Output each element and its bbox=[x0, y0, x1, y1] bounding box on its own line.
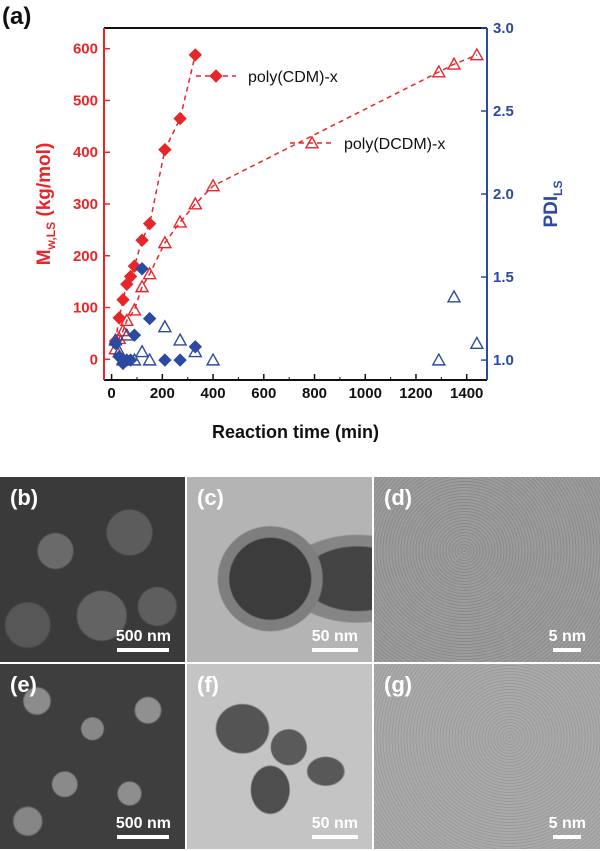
data-point-s0-2 bbox=[116, 293, 130, 307]
micrograph-panel-b: (b) 500 nm bbox=[0, 477, 185, 662]
y-right-tick-label: 1.5 bbox=[493, 269, 514, 286]
chart-panel-label: (a) bbox=[2, 3, 31, 30]
scale-bar-f: 50 nm bbox=[312, 815, 358, 839]
x-tick-label: 800 bbox=[302, 385, 327, 402]
y-right-tick-label: 1.0 bbox=[493, 352, 514, 369]
series-line-1 bbox=[114, 54, 478, 350]
y-left-tick-label: 300 bbox=[73, 196, 98, 213]
y-left-tick-label: 600 bbox=[73, 41, 98, 58]
scale-text-g: 5 nm bbox=[548, 815, 586, 832]
data-point-s3-8 bbox=[172, 332, 188, 346]
data-point-s3-10 bbox=[205, 352, 221, 366]
micrograph-label-e: (e) bbox=[10, 672, 37, 697]
x-axis-label: Reaction time (min) bbox=[212, 422, 379, 442]
scale-bar-c: 50 nm bbox=[312, 628, 358, 652]
y-left-axis-label: Mw,LS (kg/mol) bbox=[34, 143, 58, 266]
data-point-s3-9 bbox=[188, 344, 203, 358]
data-point-s3-6 bbox=[142, 352, 157, 366]
data-point-s0-1 bbox=[112, 311, 126, 325]
micrograph-label-b: (b) bbox=[10, 485, 39, 510]
data-point-s3-13 bbox=[469, 336, 485, 349]
data-point-s1-12 bbox=[446, 56, 462, 70]
scale-line-g bbox=[553, 835, 582, 839]
scale-bar-g: 5 nm bbox=[549, 815, 586, 839]
y-left-tick-label: 400 bbox=[73, 144, 98, 161]
scale-bar-d: 5 nm bbox=[549, 628, 586, 652]
y-right-tick-label: 2.0 bbox=[493, 186, 514, 203]
data-point-s1-8 bbox=[172, 214, 188, 228]
data-point-s2-6 bbox=[135, 262, 149, 276]
legend-marker-cdm bbox=[209, 69, 223, 83]
data-point-s1-4 bbox=[127, 302, 142, 316]
x-tick-label: 1400 bbox=[450, 385, 483, 402]
series-line-0 bbox=[114, 54, 197, 342]
data-point-s0-6 bbox=[135, 233, 149, 247]
scale-text-d: 5 nm bbox=[548, 628, 586, 645]
scale-text-e: 500 nm bbox=[115, 815, 171, 832]
data-point-s1-10 bbox=[205, 178, 221, 192]
y-left-tick-label: 500 bbox=[73, 92, 98, 109]
data-point-s0-4 bbox=[123, 269, 138, 284]
scale-text-b: 500 nm bbox=[115, 628, 171, 645]
data-point-s3-12 bbox=[446, 289, 462, 303]
data-point-s3-3 bbox=[119, 327, 135, 341]
data-point-s1-13 bbox=[469, 47, 485, 61]
y-right-axis-label: PDILS bbox=[541, 180, 565, 227]
data-point-s0-10 bbox=[188, 48, 203, 62]
x-tick-label: 400 bbox=[201, 385, 226, 402]
reaction-time-chart: (a) 0 200 400 600 800 1000 1200 1400 0 100 200 300 40… bbox=[2, 3, 565, 442]
micrograph-label-g: (g) bbox=[384, 672, 413, 697]
scale-bar-b: 500 nm bbox=[116, 628, 171, 652]
data-point-s3-1 bbox=[112, 344, 127, 358]
data-point-s1-6 bbox=[142, 266, 157, 280]
data-point-s3-0 bbox=[108, 332, 123, 346]
data-point-s2-7 bbox=[142, 311, 157, 326]
y-left-tick-label: 100 bbox=[73, 300, 98, 317]
data-point-s1-9 bbox=[188, 196, 203, 210]
data-point-s1-7 bbox=[157, 235, 173, 249]
micrograph-panel-e: (e) 500 nm bbox=[0, 664, 185, 849]
data-point-s3-7 bbox=[157, 319, 173, 333]
legend-label-cdm: poly(CDM)-x bbox=[248, 69, 338, 86]
scale-text-f: 50 nm bbox=[311, 815, 358, 832]
y-left-tick-label: 200 bbox=[73, 248, 98, 265]
data-point-s2-8 bbox=[158, 353, 172, 367]
micrograph-label-d: (d) bbox=[384, 485, 413, 510]
data-point-s2-9 bbox=[173, 353, 187, 367]
x-tick-label: 0 bbox=[107, 385, 115, 402]
scale-line-c bbox=[311, 648, 358, 652]
data-point-s1-5 bbox=[134, 279, 150, 293]
x-tick-label: 1000 bbox=[349, 385, 382, 402]
micrograph-label-c: (c) bbox=[197, 485, 224, 510]
x-tick-label: 600 bbox=[251, 385, 276, 402]
scale-bar-e: 500 nm bbox=[116, 815, 171, 839]
x-tick-label: 200 bbox=[150, 385, 175, 402]
data-point-s0-8 bbox=[158, 142, 172, 157]
micrograph-label-f: (f) bbox=[197, 672, 219, 697]
data-point-s0-7 bbox=[142, 216, 157, 231]
data-point-s3-2 bbox=[115, 352, 131, 366]
scale-line-e bbox=[117, 835, 170, 839]
data-point-s3-4 bbox=[127, 352, 142, 366]
data-point-s3-5 bbox=[134, 344, 150, 358]
x-tick-label: 1200 bbox=[399, 385, 432, 402]
scale-line-b bbox=[117, 648, 170, 652]
micrograph-panel-c: (c) 50 nm bbox=[187, 477, 372, 662]
scale-text-c: 50 nm bbox=[311, 628, 358, 645]
y-left-tick-label: 0 bbox=[90, 351, 98, 368]
legend-marker-dcdm bbox=[304, 135, 320, 149]
micrograph-panel-d: (d) 5 nm bbox=[374, 477, 600, 662]
scale-line-f bbox=[311, 835, 358, 839]
chart-canvas: (a) 0 200 400 600 800 1000 1200 1400 0 100 200 300 40… bbox=[2, 3, 565, 442]
scale-line-d bbox=[553, 648, 582, 652]
data-point-s1-11 bbox=[431, 64, 446, 78]
data-point-s3-11 bbox=[431, 352, 446, 366]
y-right-tick-label: 2.5 bbox=[493, 103, 514, 120]
data-point-s0-9 bbox=[173, 111, 187, 126]
y-right-tick-label: 3.0 bbox=[493, 20, 514, 37]
data-point-s1-3 bbox=[119, 313, 135, 326]
micrograph-panel-f: (f) 50 nm bbox=[187, 664, 372, 849]
micrograph-panel-g: (g) 5 nm bbox=[374, 664, 600, 849]
legend-label-dcdm: poly(DCDM)-x bbox=[344, 136, 445, 153]
